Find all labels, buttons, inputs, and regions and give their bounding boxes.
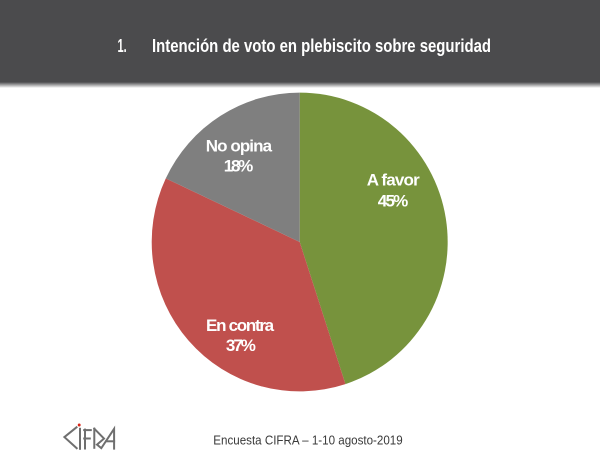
svg-text:Intención de voto en plebiscit: Intención de voto en plebiscito sobre se… (152, 36, 491, 56)
svg-text:18%: 18% (224, 157, 254, 176)
svg-text:45%: 45% (378, 191, 409, 210)
svg-text:Encuesta CIFRA – 1-10 agosto-2: Encuesta CIFRA – 1-10 agosto-2019 (213, 433, 402, 448)
svg-text:En contra: En contra (206, 316, 275, 335)
svg-text:1.: 1. (118, 36, 127, 56)
svg-text:37%: 37% (226, 336, 256, 355)
svg-text:No opina: No opina (206, 136, 273, 155)
svg-text:A favor: A favor (367, 171, 420, 190)
